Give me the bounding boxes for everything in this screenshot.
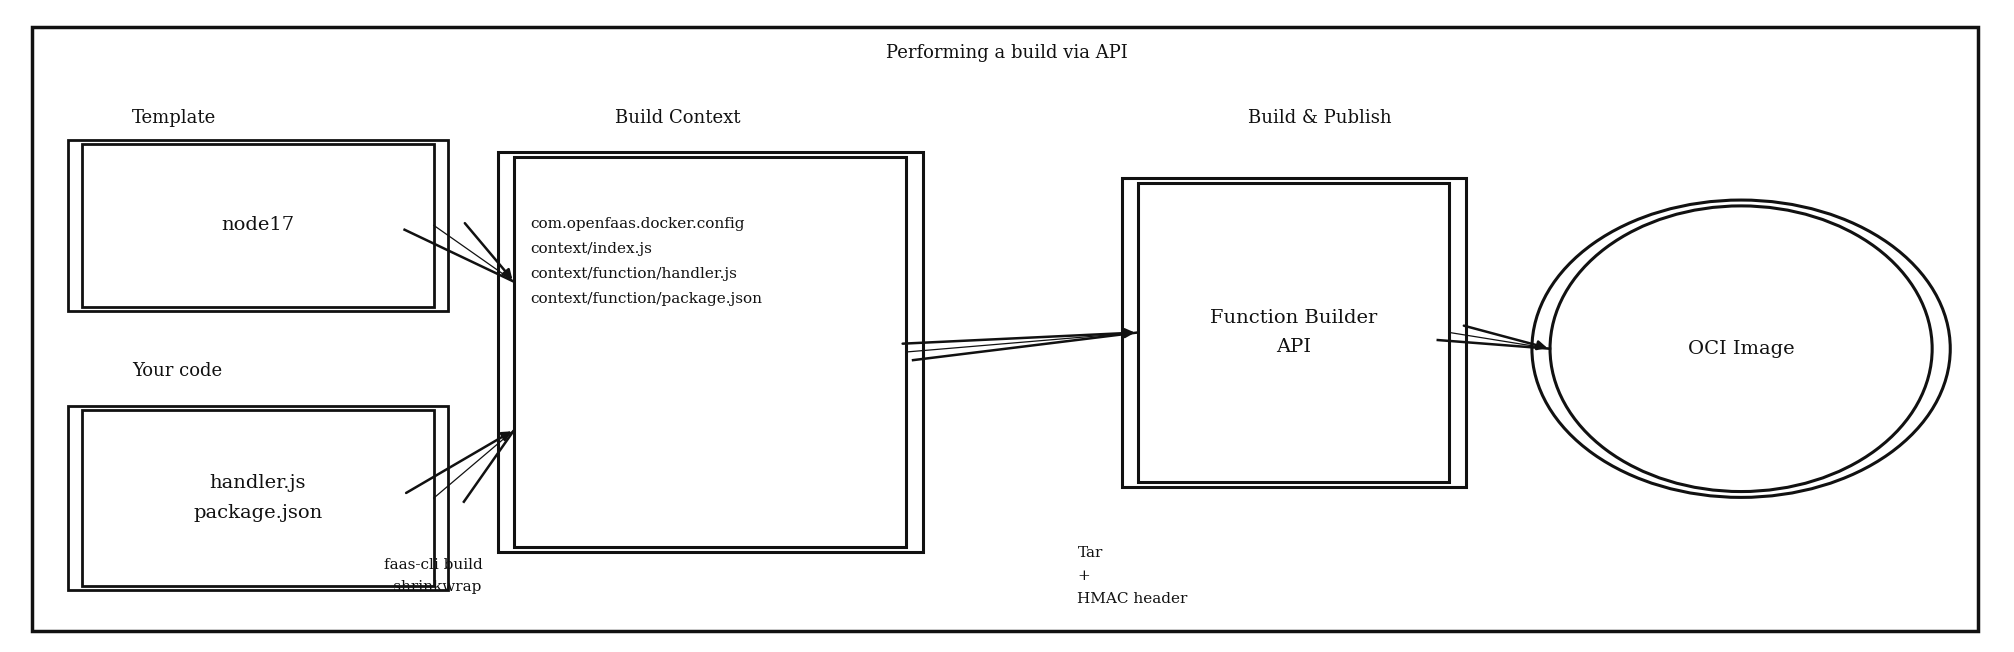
Text: Your code: Your code bbox=[133, 363, 222, 381]
Ellipse shape bbox=[1533, 200, 1950, 497]
Bar bbox=[497, 152, 922, 552]
Bar bbox=[83, 144, 433, 306]
Bar bbox=[68, 140, 447, 311]
Text: Build Context: Build Context bbox=[614, 110, 741, 127]
Text: handler.js
package.json: handler.js package.json bbox=[193, 475, 322, 522]
Bar bbox=[68, 406, 447, 590]
Bar bbox=[1138, 183, 1450, 482]
Text: node17: node17 bbox=[222, 216, 294, 234]
Text: faas-cli build
--shrinkwrap: faas-cli build --shrinkwrap bbox=[383, 557, 481, 595]
Text: Performing a build via API: Performing a build via API bbox=[886, 44, 1128, 63]
Ellipse shape bbox=[1551, 206, 1931, 492]
Bar bbox=[83, 410, 433, 585]
Text: OCI Image: OCI Image bbox=[1688, 340, 1794, 358]
Text: com.openfaas.docker.config
context/index.js
context/function/handler.js
context/: com.openfaas.docker.config context/index… bbox=[530, 216, 763, 306]
Text: Build & Publish: Build & Publish bbox=[1249, 110, 1392, 127]
Bar bbox=[514, 157, 906, 547]
Text: Function Builder
API: Function Builder API bbox=[1210, 309, 1378, 356]
Text: Tar
+
HMAC header: Tar + HMAC header bbox=[1077, 546, 1188, 606]
Bar bbox=[1122, 178, 1466, 487]
Text: Template: Template bbox=[133, 110, 215, 127]
